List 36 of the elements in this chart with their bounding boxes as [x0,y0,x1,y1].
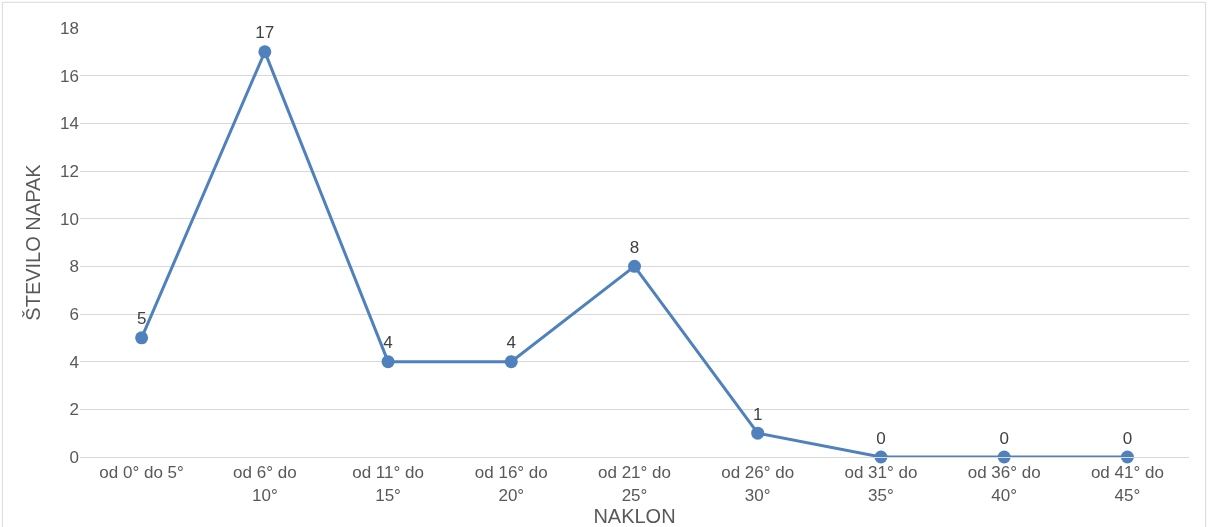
y-tick-label: 8 [69,257,79,277]
x-tick-label: od 31° do 35° [844,463,918,505]
x-tick-label: od 26° do 30° [721,463,795,505]
x-axis-title: NAKLON [593,505,676,527]
point [751,426,765,440]
y-tick-label: 4 [69,352,79,372]
x-tick-label: od 21° do 25° [598,463,671,505]
y-axis-title: ŠTEVILO NAPAK [21,163,44,321]
x-tick-label: od 6° do 10° [233,463,297,505]
y-tick-label: 6 [69,304,79,324]
y-tick-label: 18 [60,18,79,38]
y-tick-label: 2 [69,400,79,420]
x-tick-label: od 41° do 45° [1090,463,1164,505]
data-label: 4 [383,333,393,353]
y-tick-label: 10 [60,209,79,229]
data-label: 0 [999,428,1009,448]
data-label: 4 [506,333,517,353]
data-label: 17 [255,23,275,43]
data-label: 1 [752,404,763,424]
point [258,45,272,59]
data-label: 0 [876,428,886,448]
data-label: 5 [136,309,147,329]
point [381,355,395,369]
x-tick-label: od 16° do 20° [474,463,548,505]
y-tick-label: 14 [60,114,79,134]
x-tick-label: od 11° do 15° [352,463,424,505]
y-tick-label: 0 [69,447,79,467]
x-tick-label: od 0° do 5° [99,463,184,483]
point [135,331,149,345]
y-tick-label: 12 [60,161,79,181]
point [628,259,641,273]
y-tick-label: 16 [60,66,79,86]
x-tick-label: od 36° do 40° [967,463,1041,505]
point [504,355,518,369]
data-label: 8 [629,237,640,257]
data-label: 0 [1122,428,1133,448]
